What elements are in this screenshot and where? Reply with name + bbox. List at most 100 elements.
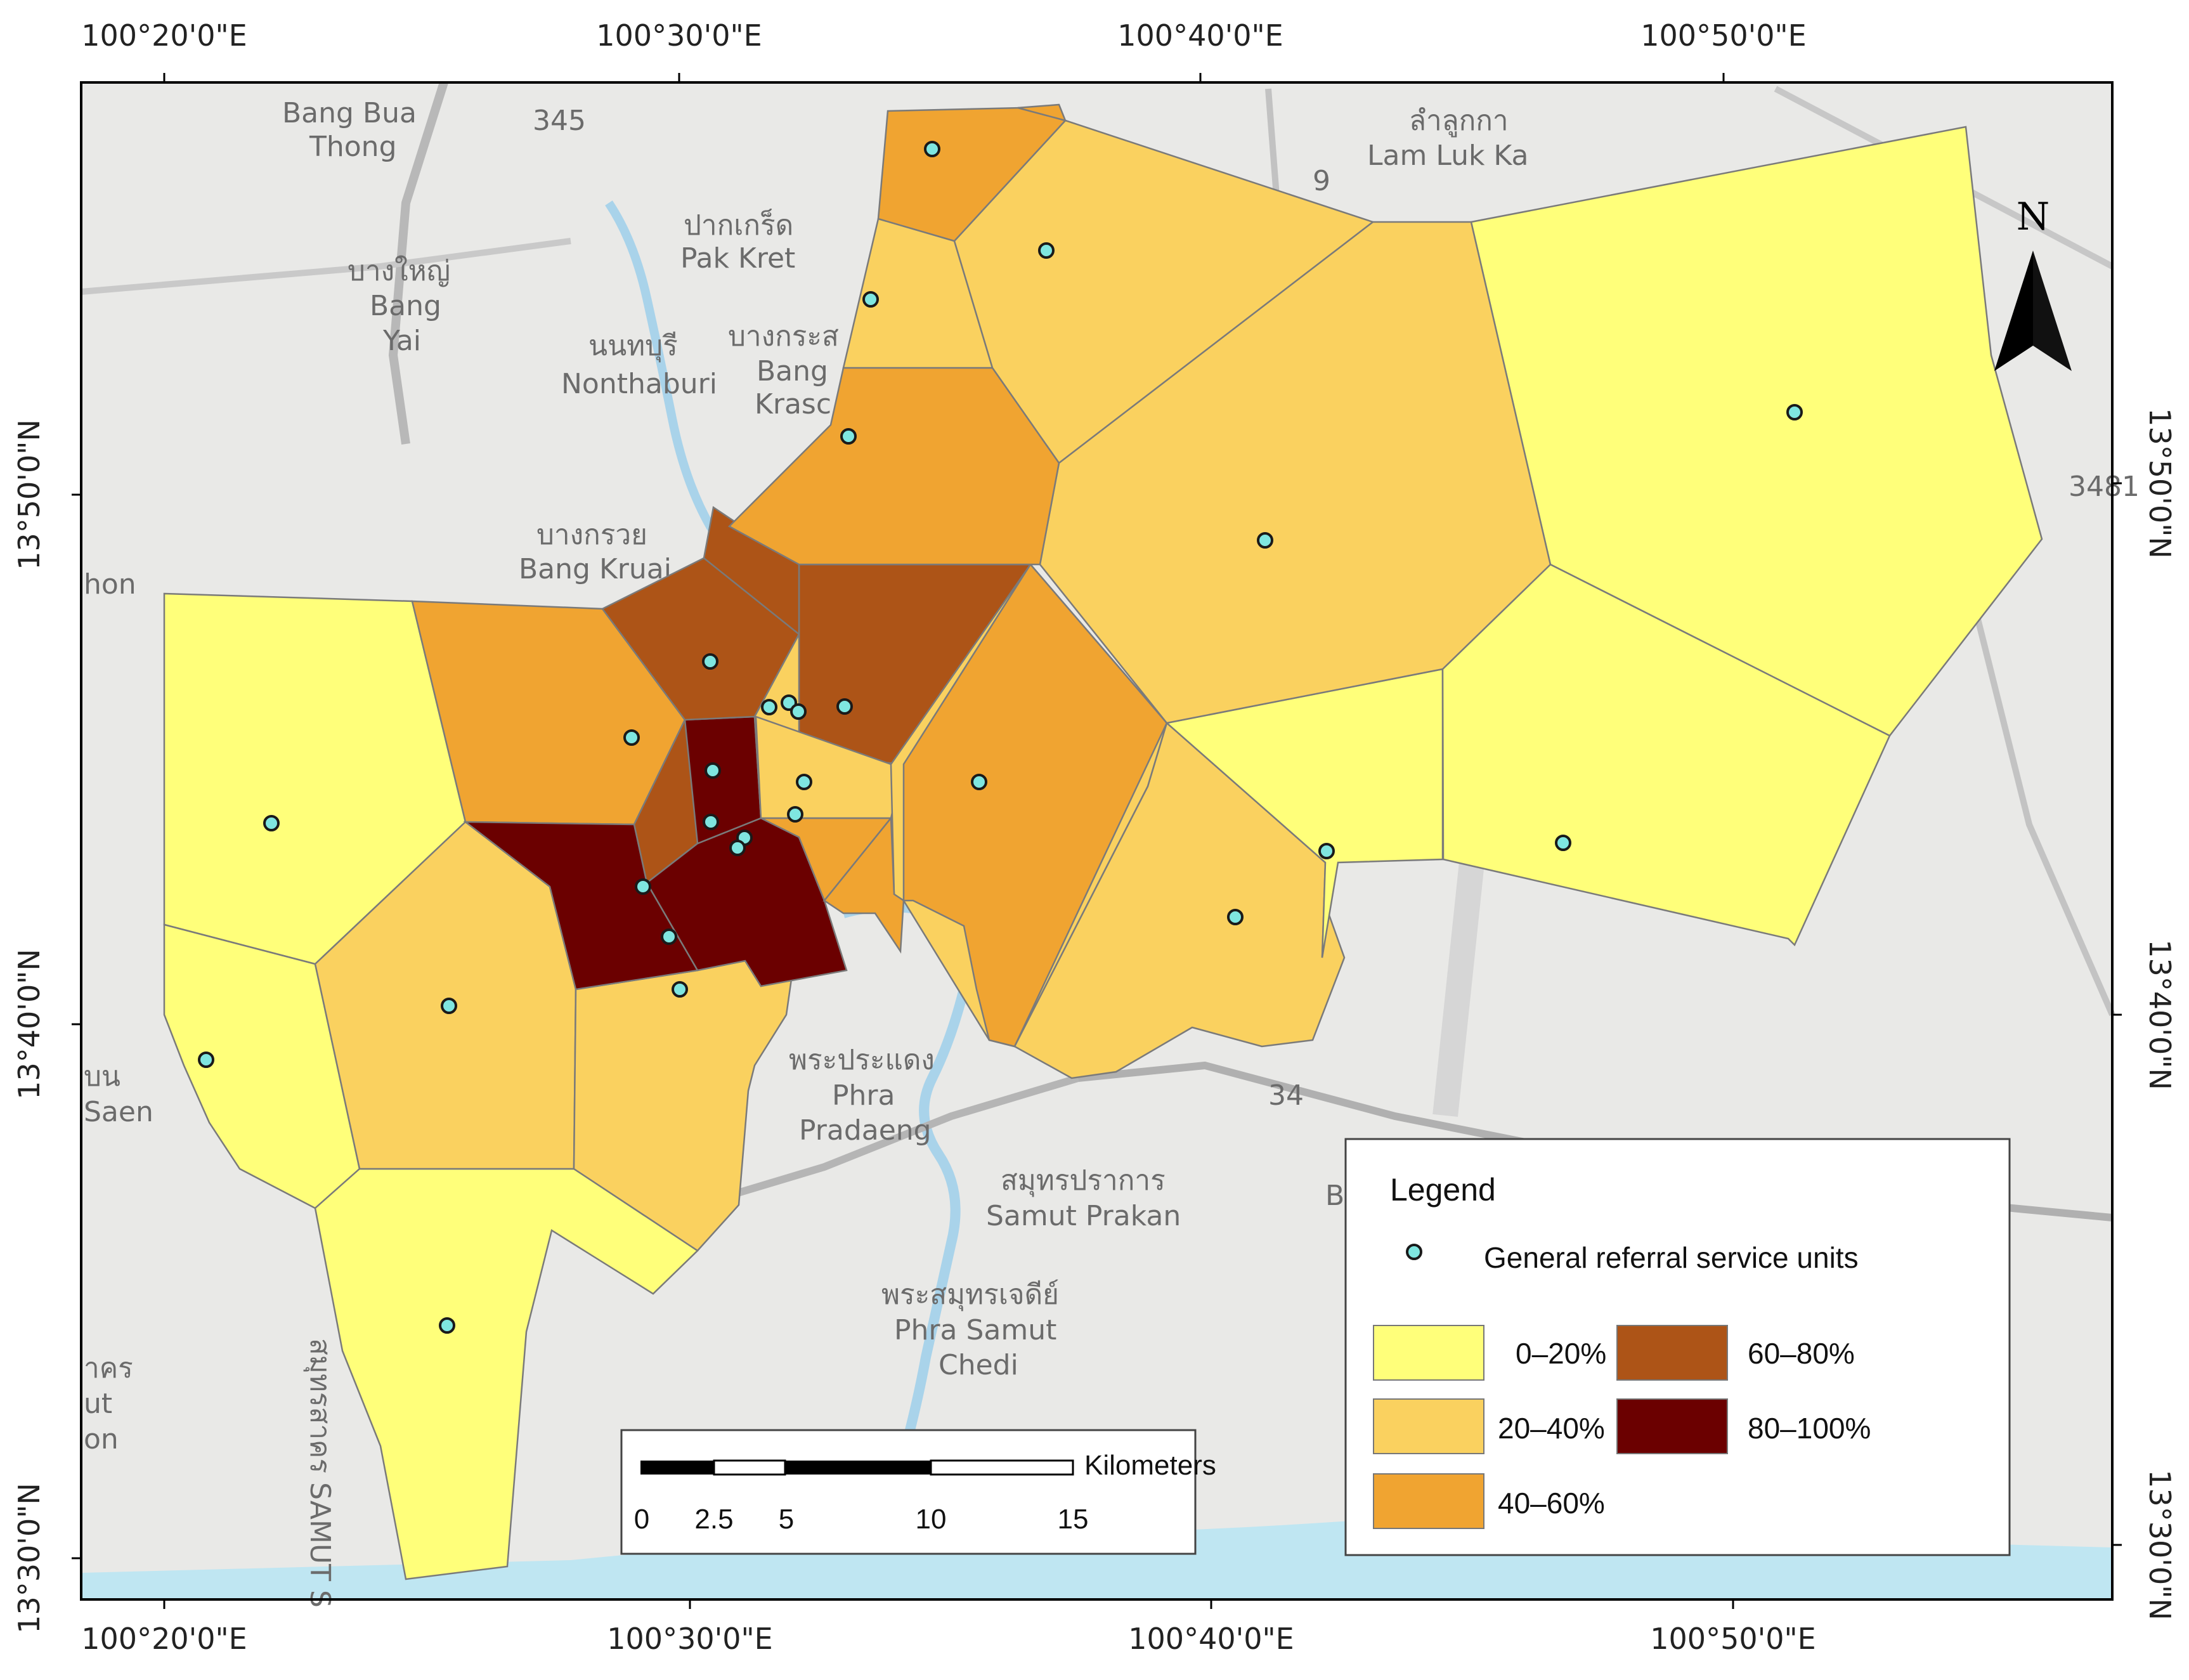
place-label: hon: [84, 568, 136, 601]
place-label: พระประแดง: [789, 1044, 935, 1076]
service-unit-point[interactable]: [703, 814, 719, 830]
longitude-label-bottom: 100°20'0"E: [81, 1622, 247, 1656]
service-unit-point[interactable]: [836, 698, 853, 715]
service-unit-point[interactable]: [1318, 843, 1335, 859]
place-label: สมุทรสาคร SAMUT S: [303, 1338, 336, 1608]
place-label: Lam Luk Ka: [1367, 140, 1528, 172]
place-label: Yai: [382, 325, 421, 357]
road-number: 34: [1268, 1079, 1304, 1112]
scale-unit-label: Kilometers: [1084, 1450, 1216, 1481]
latitude-label-right: 13°50'0"N: [2143, 408, 2177, 559]
place-label: บน: [84, 1060, 120, 1093]
scale-tick-label: 0: [634, 1504, 649, 1535]
service-unit-point[interactable]: [862, 291, 879, 308]
longitude-label-bottom: 100°30'0"E: [607, 1622, 772, 1656]
airport-runway: [1432, 862, 1484, 1117]
service-unit-point[interactable]: [702, 653, 718, 670]
legend-swatch: [1616, 1398, 1728, 1454]
north-arrow-left-half: [1994, 251, 2033, 371]
latitude-label-left: 13°50'0"N: [12, 419, 46, 570]
service-unit-point[interactable]: [198, 1052, 214, 1068]
place-label: พระสมุทรเจดีย์: [881, 1279, 1059, 1312]
legend-swatch: [1373, 1473, 1484, 1529]
service-unit-point[interactable]: [787, 806, 803, 823]
legend-swatch: [1373, 1325, 1484, 1381]
latitude-label-right: 13°30'0"N: [2143, 1469, 2177, 1620]
road-number: 3481: [2069, 471, 2140, 503]
legend-class-label: 20–40%: [1498, 1412, 1605, 1445]
service-zones: [163, 103, 2043, 1580]
place-label: ปากเกร็ด: [684, 209, 793, 242]
service-unit-point[interactable]: [1555, 835, 1571, 851]
service-unit-point[interactable]: [661, 928, 677, 945]
service-unit-point[interactable]: [623, 729, 640, 746]
service-zone: [1470, 126, 2043, 737]
place-label: บางใหญ่: [348, 255, 450, 287]
road: [388, 81, 448, 445]
service-unit-point[interactable]: [761, 699, 777, 715]
legend: Legend General referral service units 0–…: [1344, 1138, 2011, 1556]
longitude-label-top: 100°40'0"E: [1117, 18, 1283, 53]
place-label: ut: [84, 1388, 112, 1420]
place-label: Saen: [84, 1096, 153, 1128]
service-unit-point[interactable]: [635, 878, 651, 895]
legend-class-label: 80–100%: [1748, 1412, 1871, 1445]
legend-title: Legend: [1390, 1172, 1496, 1208]
service-unit-point[interactable]: [1038, 242, 1055, 259]
scale-tick-label: 2.5: [694, 1504, 733, 1535]
legend-swatch: [1373, 1398, 1484, 1454]
north-arrow: N: [1994, 195, 2072, 371]
place-label: Pradaeng: [799, 1114, 932, 1147]
scale-tick-label: 5: [779, 1504, 794, 1535]
road-number: 9: [1313, 165, 1330, 197]
scale-tick-label: 15: [1058, 1504, 1089, 1535]
service-zone: [902, 563, 1168, 1048]
service-unit-point[interactable]: [705, 762, 721, 779]
coordinate-labels: 100°20'0"E 100°30'0"E 100°40'0"E 100°50'…: [12, 18, 2177, 1656]
longitude-label-top: 100°50'0"E: [1640, 18, 1806, 53]
north-arrow-label: N: [2017, 195, 2050, 239]
scale-segment-dark: [640, 1461, 714, 1475]
service-unit-point[interactable]: [971, 774, 987, 790]
latitude-label-right: 13°40'0"N: [2143, 939, 2177, 1090]
latitude-label-left: 13°40'0"N: [12, 949, 46, 1100]
place-label: Samut Prakan: [986, 1200, 1181, 1232]
longitude-label-bottom: 100°50'0"E: [1650, 1622, 1816, 1656]
scale-tick-label: 10: [916, 1504, 947, 1535]
place-label: Phra: [832, 1079, 895, 1112]
service-unit-point[interactable]: [441, 998, 457, 1014]
place-label: บางกระส: [728, 320, 839, 353]
service-unit-point[interactable]: [796, 774, 812, 790]
service-unit-point[interactable]: [790, 703, 807, 720]
service-unit-point[interactable]: [1786, 404, 1803, 420]
legend-class-label: 40–60%: [1498, 1487, 1605, 1520]
place-label: นนทบุรี: [588, 330, 678, 363]
service-unit-point[interactable]: [924, 141, 940, 157]
service-unit-point[interactable]: [840, 428, 857, 445]
road: [696, 1074, 1079, 1209]
place-label: on: [84, 1423, 119, 1455]
scale-segment-dark: [785, 1461, 931, 1475]
scale-bar: Kilometers 0 2.5 5 10 15: [620, 1429, 1216, 1555]
road-number: 345: [533, 105, 586, 137]
road: [81, 238, 571, 295]
legend-point-label: General referral service units: [1484, 1241, 1859, 1274]
service-unit-point[interactable]: [729, 840, 746, 856]
service-unit-point[interactable]: [439, 1317, 455, 1334]
legend-class-label: 0–20%: [1516, 1337, 1606, 1370]
place-label: Bang Bua: [282, 97, 417, 129]
service-unit-point[interactable]: [1227, 909, 1244, 925]
place-label: Bang: [370, 290, 441, 322]
longitude-label-top: 100°30'0"E: [596, 18, 762, 53]
service-zone: [1017, 103, 1067, 122]
latitude-label-left: 13°30'0"N: [12, 1483, 46, 1634]
place-labels: Bang Bua Thong ปากเกร็ด Pak Kret บางใหญ่…: [84, 97, 2140, 1608]
service-unit-point[interactable]: [263, 815, 280, 831]
service-unit-point[interactable]: [672, 981, 688, 998]
place-label: Chedi: [939, 1349, 1018, 1381]
graticule-ticks: [72, 73, 2122, 1609]
legend-swatch: [1616, 1325, 1728, 1381]
service-unit-point[interactable]: [1257, 532, 1273, 549]
place-label: Nonthaburi: [561, 368, 717, 400]
place-label: บางกรวย: [536, 519, 647, 551]
